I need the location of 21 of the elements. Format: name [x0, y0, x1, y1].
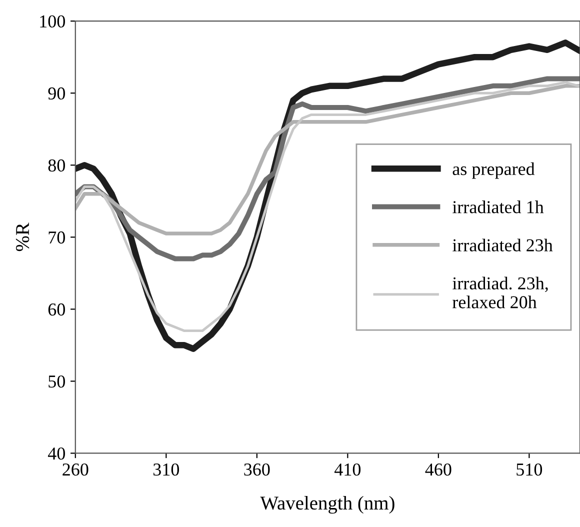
legend-label: as prepared [452, 162, 535, 179]
legend-label: irradiated 23h [452, 238, 553, 252]
x-tick-label: 360 [244, 463, 270, 476]
x-tick-label: 310 [153, 463, 180, 476]
legend-label: irradiated 1h [452, 200, 544, 214]
y-tick-label: 100 [40, 15, 65, 28]
x-axis-title: Wavelength (nm) [260, 496, 394, 514]
y-tick-label: 60 [48, 303, 65, 316]
y-tick-label: 70 [48, 231, 65, 244]
y-tick-label: 80 [48, 159, 65, 172]
y-tick-label: 50 [48, 375, 65, 388]
x-tick-label: 260 [62, 463, 88, 476]
line-series [75, 81, 580, 332]
x-tick-label: 510 [516, 463, 542, 476]
legend-label: irradiad. 23h, relaxed 20h [452, 276, 548, 308]
y-tick-label: 40 [48, 447, 65, 460]
y-tick-label: 90 [48, 87, 65, 100]
x-tick-label: 410 [334, 463, 361, 476]
x-tick-label: 460 [425, 463, 452, 476]
line-series [75, 84, 580, 236]
y-axis-title: %R [16, 222, 30, 252]
